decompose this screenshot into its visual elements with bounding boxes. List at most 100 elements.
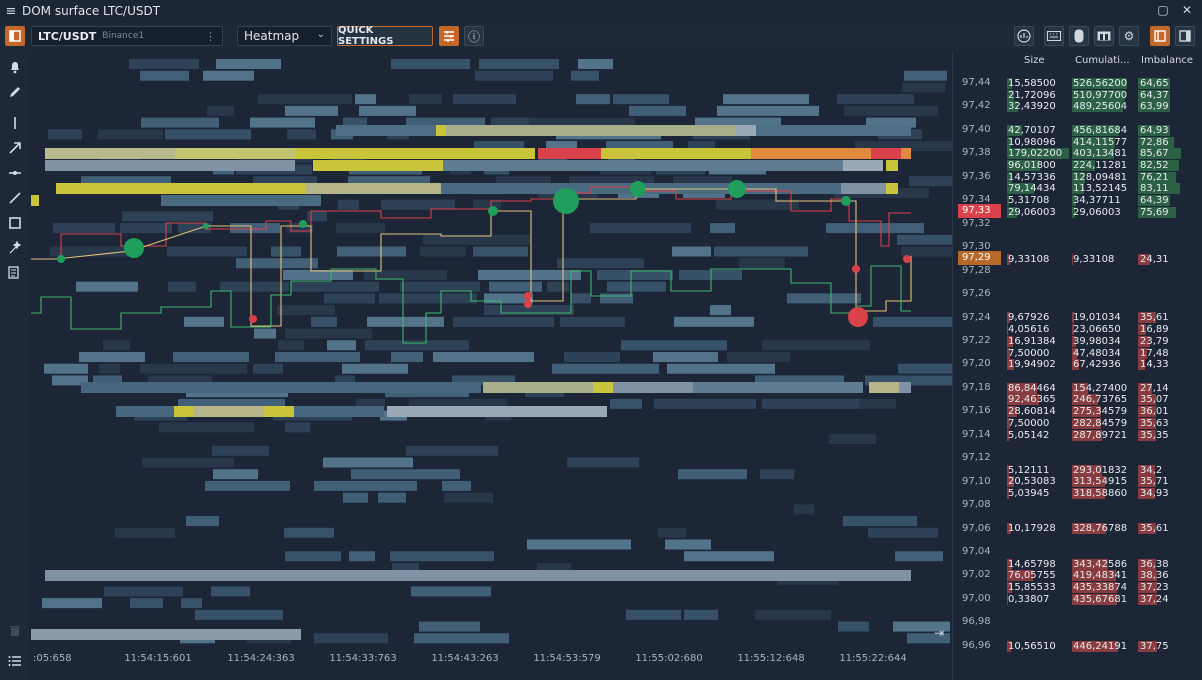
heatmap-cell <box>283 269 353 280</box>
size-bar <box>1007 124 1022 136</box>
heatmap-cell <box>452 375 515 386</box>
heatmap-cell <box>348 176 430 187</box>
price-axis[interactable]: 97,44 97,42 97,40 97,38 97,36 97,34 97,32 97,30… <box>952 51 1002 680</box>
heatmap-cell <box>99 363 120 374</box>
chevron-down-icon: ⌄ <box>316 29 325 40</box>
heatmap-cell <box>578 59 613 69</box>
heatmap-cell <box>569 176 654 187</box>
heatmap-cell <box>837 94 914 105</box>
more-options-icon[interactable]: ⋮ <box>205 29 216 43</box>
arrow-icon[interactable] <box>5 138 25 158</box>
dom-imbalance-cell: 82,52 <box>1140 160 1169 172</box>
magic-tools-icon[interactable] <box>5 238 25 258</box>
size-bar <box>1007 78 1013 89</box>
volume-profile-icon[interactable] <box>1014 26 1034 46</box>
heatmap-cell <box>323 457 413 468</box>
view-type-select[interactable]: Heatmap ⌄ <box>237 26 332 46</box>
heatmap-cell <box>684 551 774 562</box>
vertical-line-icon[interactable] <box>5 113 25 133</box>
layout-icon[interactable] <box>1094 26 1114 46</box>
heatmap-cell <box>895 551 943 562</box>
heatmap-cell <box>205 480 290 491</box>
template-icon[interactable] <box>5 263 25 283</box>
trash-icon[interactable] <box>5 621 25 641</box>
sell-trade-bubble <box>903 255 911 263</box>
heatmap-cell <box>48 129 82 140</box>
mouse-icon[interactable] <box>1069 26 1089 46</box>
liquidity-band <box>31 629 301 640</box>
heatmap-cell <box>755 375 844 386</box>
cumulative-column-header[interactable]: Cumulati... <box>1075 55 1130 66</box>
object-list-icon[interactable] <box>5 651 25 671</box>
imbalance-bar <box>1138 429 1156 441</box>
symbol-selector[interactable]: LTC/USDT Binance1 ⋮ <box>31 26 223 46</box>
liquidity-band <box>436 125 446 136</box>
heatmap-cell <box>253 363 283 374</box>
dom-imbalance-cell: 27,14 <box>1140 382 1169 394</box>
gear-icon[interactable]: ⚙ <box>1119 26 1139 46</box>
maximize-icon[interactable]: ▢ <box>1157 3 1169 17</box>
heatmap-cell <box>142 457 234 468</box>
size-column-header[interactable]: Size <box>1024 55 1045 66</box>
keyboard-icon[interactable] <box>1044 26 1064 46</box>
cumulative-bar <box>1072 429 1102 441</box>
dom-cumulative-cell: 67,42936 <box>1073 359 1121 371</box>
scroll-to-end-icon[interactable]: ⇥ <box>934 626 945 640</box>
panel-right-icon[interactable] <box>1175 26 1195 46</box>
liquidity-band <box>886 160 898 171</box>
heatmap-cell <box>859 398 896 409</box>
heatmap-cell <box>390 551 494 562</box>
pencil-icon[interactable] <box>5 82 25 102</box>
bell-icon[interactable] <box>5 57 25 77</box>
dom-imbalance-cell: 34,2 <box>1140 464 1163 476</box>
close-icon[interactable]: ✕ <box>1181 3 1193 17</box>
heatmap-cell <box>673 176 732 187</box>
time-label: 11:54:33:763 <box>329 653 397 664</box>
dom-imbalance-cell: 23,79 <box>1140 335 1169 347</box>
bid-line <box>31 265 911 344</box>
imbalance-column-header[interactable]: Imbalance <box>1141 55 1194 66</box>
dom-size-cell: 96,01800 <box>1008 160 1056 172</box>
settings-list-icon[interactable] <box>439 26 459 46</box>
heatmap-canvas[interactable] <box>31 51 952 648</box>
heatmap-cell <box>275 352 360 362</box>
price-label: 97,00 <box>962 592 991 604</box>
heatmap-cell <box>755 609 831 620</box>
price-label: 97,26 <box>962 288 991 300</box>
hamburger-menu-icon[interactable]: ≡ <box>5 3 17 19</box>
imbalance-bar <box>1138 347 1147 359</box>
dom-imbalance-cell: 34,93 <box>1140 488 1169 500</box>
heatmap-cell <box>391 59 470 69</box>
horizontal-ray-icon[interactable] <box>5 163 25 183</box>
heatmap-cell <box>378 492 406 503</box>
imbalance-bar <box>1138 78 1171 89</box>
quick-settings-button[interactable]: QUICK SETTINGS <box>337 25 433 47</box>
imbalance-bar <box>1138 581 1157 593</box>
heatmap-chart[interactable] <box>31 51 952 648</box>
heatmap-cell <box>324 293 375 304</box>
cumulative-bar <box>1072 558 1108 570</box>
heatmap-cell <box>762 398 859 409</box>
cumulative-bar <box>1072 593 1118 605</box>
dom-size-cell: 14,57336 <box>1008 171 1056 183</box>
heatmap-cell <box>379 293 477 304</box>
cumulative-bar <box>1072 183 1084 195</box>
time-axis[interactable]: :05:658 11:54:15:601 11:54:24:363 11:54:33:… <box>31 626 997 680</box>
panel-toggle-icon[interactable] <box>5 26 25 46</box>
info-icon[interactable]: ⓘ <box>464 26 484 46</box>
heatmap-cell <box>739 258 785 269</box>
dom-cumulative-cell: 29,06003 <box>1073 206 1121 218</box>
size-bar <box>1007 101 1019 113</box>
dom-size-cell: 15,58500 <box>1008 78 1056 89</box>
size-bar <box>1007 347 1010 359</box>
heatmap-cell <box>613 94 669 105</box>
exchange-label: Binance1 <box>102 31 145 41</box>
trend-line-icon[interactable] <box>5 188 25 208</box>
heatmap-cell <box>406 445 498 456</box>
rectangle-icon[interactable] <box>5 213 25 233</box>
heatmap-cell <box>473 199 501 210</box>
dom-cumulative-cell: 34,37711 <box>1073 195 1121 207</box>
price-label: 96,96 <box>962 639 991 651</box>
time-label: 11:55:02:680 <box>635 653 703 664</box>
panel-left-icon[interactable] <box>1150 26 1170 46</box>
